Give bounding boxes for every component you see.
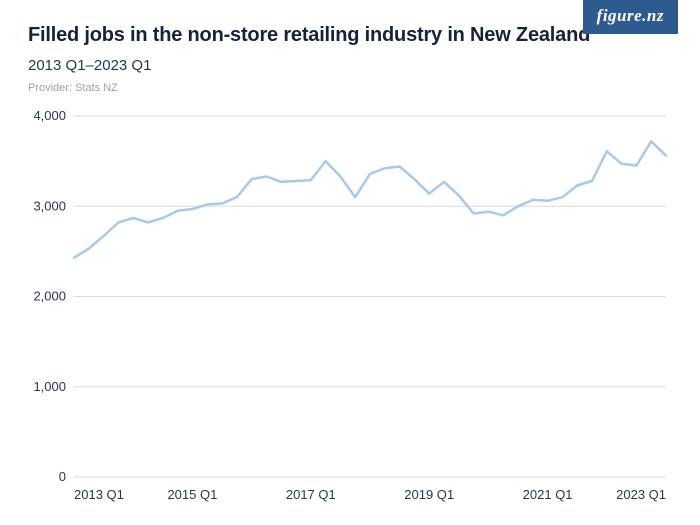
x-tick-label: 2015 Q1 [167,487,217,502]
y-tick-label: 0 [59,469,66,484]
x-tick-label: 2023 Q1 [616,487,666,502]
x-tick-label: 2013 Q1 [74,487,124,502]
y-tick-label: 4,000 [33,110,66,123]
line-series [74,141,666,257]
chart-provider: Provider: Stats NZ [28,82,672,94]
y-tick-label: 1,000 [33,379,66,394]
x-tick-label: 2021 Q1 [523,487,573,502]
chart-title: Filled jobs in the non-store retailing i… [28,24,672,47]
line-chart: 0 1,000 2,000 3,000 4,000 2013 Q1 2015 Q1 2017 … [28,110,672,505]
brand-logo: figure.nz [583,0,678,34]
x-tick-label: 2017 Q1 [286,487,336,502]
chart-subtitle: 2013 Q1–2023 Q1 [28,57,672,74]
x-tick-label: 2019 Q1 [404,487,454,502]
y-tick-label: 2,000 [33,289,66,304]
y-tick-label: 3,000 [33,198,66,213]
